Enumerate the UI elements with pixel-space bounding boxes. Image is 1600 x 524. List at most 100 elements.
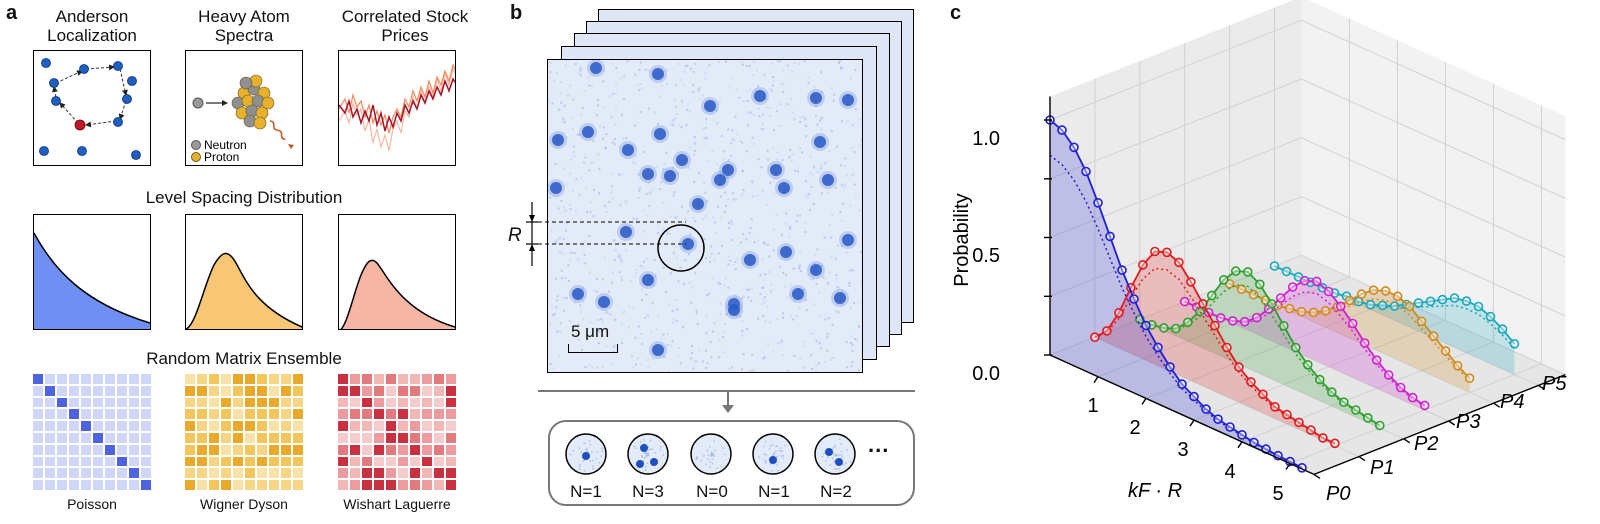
matrix-cell	[209, 433, 219, 443]
noise-pixel	[561, 252, 564, 255]
noise-pixel	[672, 124, 675, 127]
matrix-cell	[281, 374, 291, 384]
noise-pixel	[840, 219, 843, 222]
atom-halo	[819, 171, 837, 189]
atom-spot	[810, 264, 822, 276]
data-point	[1105, 231, 1115, 242]
noise-pixel	[834, 446, 836, 448]
data-point	[1485, 311, 1496, 322]
noise-pixel	[709, 446, 711, 448]
noise-pixel	[718, 338, 720, 341]
noise-pixel	[692, 216, 695, 219]
noise-pixel	[578, 72, 581, 75]
noise-pixel	[723, 453, 726, 455]
noise-pixel	[711, 462, 714, 465]
atom-spot	[792, 288, 804, 300]
noise-pixel	[816, 171, 819, 173]
noise-pixel	[766, 305, 768, 308]
matrix-cell	[141, 468, 151, 479]
noise-pixel	[637, 197, 640, 199]
atom-halo	[811, 133, 829, 151]
matrix-cell	[269, 374, 279, 384]
noise-pixel	[614, 143, 616, 146]
matrix-cell	[410, 433, 420, 443]
noise-pixel	[553, 313, 556, 316]
z-tick-mark	[1358, 456, 1366, 462]
noise-pixel	[634, 336, 637, 339]
noise-pixel	[625, 249, 628, 252]
noise-pixel	[727, 367, 730, 370]
matrix-cell	[350, 456, 360, 467]
noise-pixel	[588, 84, 591, 87]
noise-pixel	[634, 155, 637, 158]
noise-pixel	[803, 60, 806, 63]
noise-pixel	[646, 462, 649, 465]
noise-pixel	[805, 125, 807, 128]
noise-pixel	[835, 277, 838, 280]
noise-pixel	[589, 460, 591, 462]
noise-pixel	[583, 469, 586, 472]
noise-pixel	[650, 331, 653, 334]
noise-pixel	[741, 169, 744, 172]
noise-pixel	[643, 439, 645, 441]
noise-pixel	[679, 362, 682, 365]
noise-pixel	[751, 136, 754, 139]
matrix-cell	[117, 468, 127, 479]
random-matrix-title: Random Matrix Ensemble	[146, 349, 342, 368]
matrix-cell	[233, 468, 243, 479]
noise-pixel	[776, 342, 779, 344]
z-tick-p4: P4	[1500, 391, 1524, 413]
matrix-cell	[293, 397, 303, 408]
counts-frame	[548, 420, 915, 506]
atom-halo	[751, 87, 769, 105]
noise-pixel	[786, 370, 789, 372]
data-point	[1093, 198, 1103, 208]
noise-pixel	[676, 172, 679, 175]
atom-spot	[652, 344, 664, 356]
noise-pixel	[730, 220, 733, 223]
noise-pixel	[724, 277, 727, 280]
grid-line	[1301, 254, 1566, 376]
noise-pixel	[558, 237, 561, 240]
matrix-cell	[446, 433, 456, 443]
noise-pixel	[776, 445, 779, 447]
matrix-cell	[69, 444, 79, 455]
matrix-cell	[93, 480, 103, 490]
noise-pixel	[598, 461, 601, 464]
noise-pixel	[671, 340, 674, 343]
noise-pixel	[648, 454, 650, 456]
noise-pixel	[674, 299, 677, 301]
noise-pixel	[569, 208, 572, 211]
noise-pixel	[562, 238, 565, 241]
noise-pixel	[583, 240, 586, 243]
matrix-cell	[281, 468, 291, 479]
noise-pixel	[741, 320, 744, 322]
noise-pixel	[562, 297, 565, 299]
noise-pixel	[832, 447, 834, 449]
noise-pixel	[824, 360, 827, 363]
noise-pixel	[573, 324, 576, 327]
noise-pixel	[682, 326, 685, 329]
noise-pixel	[723, 331, 726, 334]
noise-pixel	[571, 251, 574, 254]
matrix-cell	[141, 385, 151, 396]
noise-pixel	[647, 446, 649, 448]
atom-spot	[582, 452, 590, 460]
noise-pixel	[706, 362, 709, 365]
matrix-cell	[117, 374, 127, 384]
noise-pixel	[842, 202, 845, 205]
noise-pixel	[645, 452, 647, 454]
noise-pixel	[803, 366, 806, 369]
matrix-cell	[69, 480, 79, 490]
noise-pixel	[589, 321, 592, 324]
noise-pixel	[742, 353, 745, 355]
noise-pixel	[809, 332, 812, 335]
matrix-cell	[93, 409, 103, 420]
noise-pixel	[826, 349, 829, 352]
noise-pixel	[793, 118, 796, 121]
noise-pixel	[716, 467, 718, 469]
noise-pixel	[573, 151, 576, 154]
matrix-cell	[350, 374, 360, 384]
data-point	[1102, 326, 1112, 336]
noise-pixel	[765, 440, 767, 443]
